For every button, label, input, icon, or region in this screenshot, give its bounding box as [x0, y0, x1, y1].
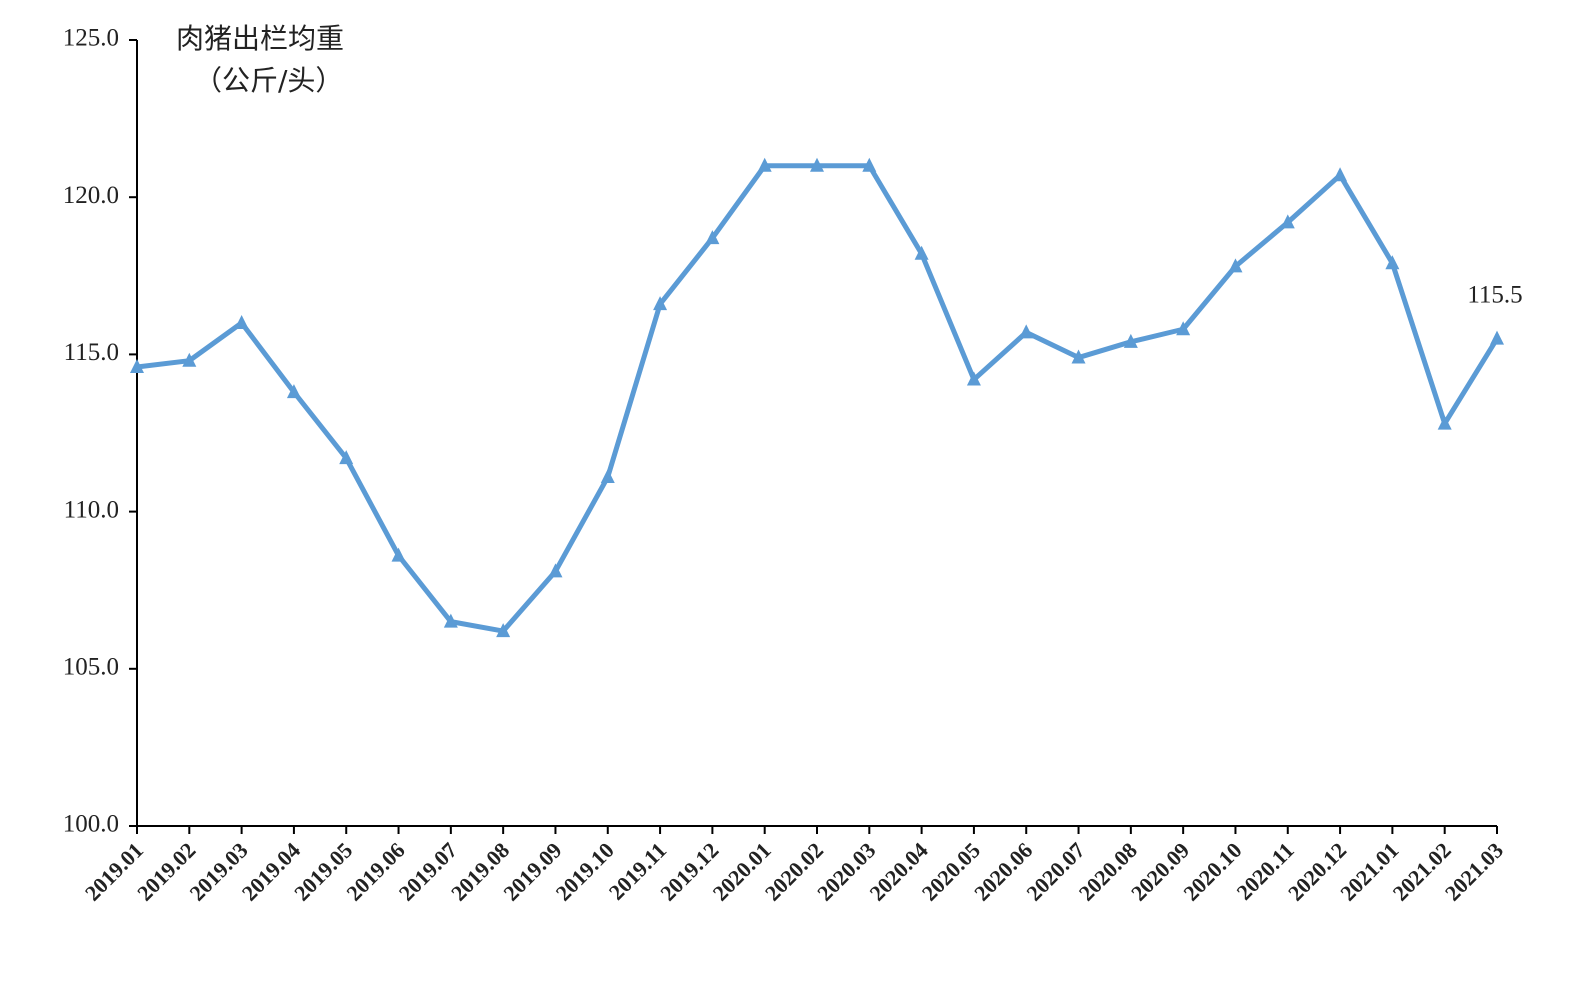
marker — [966, 371, 981, 386]
x-tick-label: 2020.07 — [1021, 837, 1089, 905]
marker — [1123, 333, 1138, 348]
x-tick-label: 2020.06 — [969, 837, 1037, 905]
x-tick-label: 2019.10 — [551, 837, 619, 905]
x-tick-label: 2021.01 — [1335, 837, 1403, 905]
marker — [1333, 167, 1348, 182]
x-tick-label: 2020.05 — [917, 837, 985, 905]
x-tick-label: 2021.03 — [1440, 837, 1508, 905]
marker — [1437, 415, 1452, 430]
marker — [1385, 255, 1400, 270]
x-tick-label: 2020.02 — [760, 837, 828, 905]
marker — [1490, 330, 1504, 345]
y-tick-label: 120.0 — [63, 182, 119, 209]
value-label: 115.5 — [1467, 281, 1522, 308]
marker — [130, 358, 144, 373]
marker — [810, 157, 824, 172]
x-tick-label: 2019.08 — [446, 837, 514, 905]
x-tick-label: 2020.04 — [864, 837, 932, 905]
x-tick-label: 2019.03 — [184, 837, 252, 905]
line — [136, 163, 1500, 634]
x-tick-label: 2019.02 — [132, 837, 200, 905]
marker — [1176, 321, 1191, 336]
marker — [914, 245, 929, 260]
y-tick-label: 125.0 — [63, 25, 119, 52]
marker — [286, 384, 301, 399]
marker — [600, 469, 615, 484]
x-tick-label: 2020.03 — [812, 837, 880, 905]
marker — [443, 613, 458, 628]
x-tick-label: 2020.09 — [1126, 837, 1194, 905]
y-tick-label: 105.0 — [63, 654, 119, 681]
x-tick-label: 2019.05 — [289, 837, 357, 905]
marker — [862, 157, 877, 172]
marker — [653, 296, 668, 311]
chart-title: 肉猪出栏均重 — [176, 22, 344, 55]
x-tick-label: 2019.09 — [498, 837, 566, 905]
x-tick-label: 2021.02 — [1388, 837, 1456, 905]
y-tick-label: 100.0 — [63, 811, 119, 838]
marker — [339, 450, 354, 465]
x-tick-label: 2019.04 — [237, 837, 305, 905]
x-tick-label: 2020.10 — [1178, 837, 1246, 905]
y-tick-label: 110.0 — [64, 496, 119, 523]
marker — [1280, 214, 1295, 229]
marker — [548, 563, 563, 578]
marker — [391, 547, 406, 562]
x-tick-label: 2019.07 — [394, 837, 462, 905]
marker — [705, 230, 720, 245]
x-tick-label: 2019.06 — [341, 837, 409, 905]
marker — [1019, 324, 1034, 339]
marker — [757, 157, 772, 172]
marker — [1071, 349, 1086, 364]
marker — [234, 314, 249, 329]
x-tick-label: 2019.12 — [655, 837, 723, 905]
marker — [1228, 258, 1243, 273]
x-tick-label: 2019.01 — [80, 837, 148, 905]
y-tick-label: 115.0 — [64, 339, 119, 366]
marker — [182, 352, 197, 367]
x-tick-label: 2020.08 — [1074, 837, 1142, 905]
y-axis-unit: （公斤/头） — [194, 64, 343, 97]
x-tick-label: 2020.01 — [708, 837, 776, 905]
x-tick-label: 2020.12 — [1283, 837, 1351, 905]
marker — [496, 623, 511, 638]
